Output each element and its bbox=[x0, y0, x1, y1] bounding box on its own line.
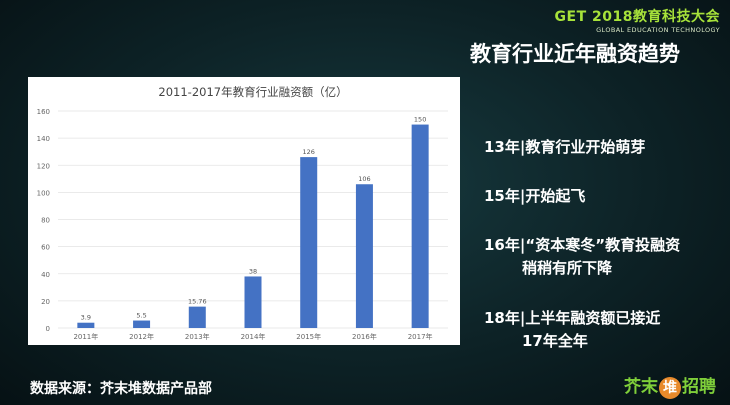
bar-value-label: 38 bbox=[249, 267, 257, 275]
x-tick-label: 2017年 bbox=[408, 332, 433, 341]
y-tick-label: 160 bbox=[37, 108, 50, 116]
y-tick-label: 100 bbox=[37, 189, 50, 197]
slide-title: 教育行业近年融资趋势 bbox=[470, 42, 680, 66]
y-tick-label: 60 bbox=[41, 244, 50, 252]
bullet-2018: 18年|上半年融资额已接近 bbox=[484, 309, 661, 327]
bullet-2015: 15年|开始起飞 bbox=[484, 187, 586, 205]
bar-value-label: 150 bbox=[414, 116, 426, 124]
bullet-2016: 16年|“资本寒冬”教育投融资 bbox=[484, 236, 681, 254]
bar-2011年 bbox=[77, 322, 95, 328]
brand-logo: 芥末堆招聘 bbox=[624, 372, 716, 399]
brand-text-left: 芥末 bbox=[624, 377, 658, 397]
bar-value-label: 15.76 bbox=[188, 298, 207, 306]
data-source-note: 数据来源：芥末堆数据产品部 bbox=[30, 381, 212, 397]
bar-2017年 bbox=[411, 124, 429, 328]
bullet-2018-cont: 17年全年 bbox=[522, 332, 588, 350]
chart-panel: 2011-2017年教育行业融资额（亿） 0 20 40 60 80 100 120 140 16… bbox=[28, 77, 460, 345]
bar-2013年 bbox=[188, 306, 206, 328]
bar-2014年 bbox=[244, 276, 262, 328]
x-tick-label: 2013年 bbox=[185, 332, 210, 341]
y-tick-label: 120 bbox=[37, 162, 50, 170]
x-tick-label: 2014年 bbox=[241, 332, 266, 341]
bar-value-label: 126 bbox=[303, 148, 315, 156]
y-tick-label: 40 bbox=[41, 271, 50, 279]
bar-value-label: 3.9 bbox=[81, 314, 91, 322]
x-tick-label: 2015年 bbox=[296, 332, 321, 341]
x-tick-label: 2016年 bbox=[352, 332, 377, 341]
chart-title: 2011-2017年教育行业融资额（亿） bbox=[158, 85, 347, 99]
bar-2016年 bbox=[355, 184, 373, 328]
brand-mark: 堆 bbox=[659, 377, 681, 399]
y-tick-label: 0 bbox=[46, 325, 50, 333]
x-tick-label: 2012年 bbox=[129, 332, 154, 341]
bar-value-label: 5.5 bbox=[136, 312, 146, 320]
brand-text-right: 招聘 bbox=[682, 377, 716, 397]
bar-2012年 bbox=[133, 320, 151, 328]
y-tick-label: 80 bbox=[41, 217, 50, 225]
bullet-2013: 13年|教育行业开始萌芽 bbox=[484, 138, 646, 156]
x-tick-label: 2011年 bbox=[73, 332, 98, 341]
bullet-2016-cont: 稍稍有所下降 bbox=[522, 259, 613, 277]
bar-value-label: 106 bbox=[358, 175, 370, 183]
event-logo-main: GET 2018教育科技大会 bbox=[554, 9, 720, 25]
y-tick-label: 20 bbox=[41, 298, 50, 306]
bar-chart: 2011-2017年教育行业融资额（亿） 0 20 40 60 80 100 120 140 16… bbox=[37, 85, 448, 341]
bar-2015年 bbox=[300, 157, 318, 328]
event-logo: GET 2018教育科技大会 GLOBAL EDUCATION TECHNOLO… bbox=[555, 6, 720, 34]
y-tick-label: 140 bbox=[37, 135, 50, 143]
event-logo-sub: GLOBAL EDUCATION TECHNOLOGY bbox=[596, 26, 720, 34]
